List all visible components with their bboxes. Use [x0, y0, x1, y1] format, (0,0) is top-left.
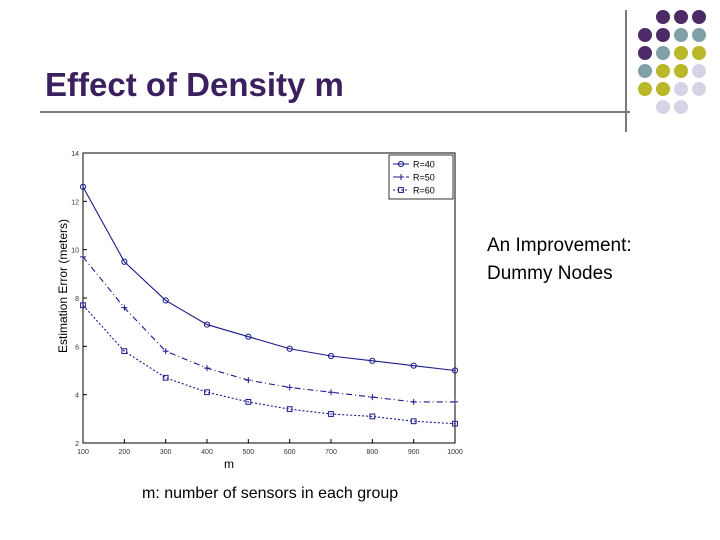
data-point-s1 [286, 345, 293, 352]
decorative-dot [674, 28, 688, 42]
data-point-s3 [204, 389, 210, 396]
data-point-s3 [286, 406, 293, 413]
data-point-legend2 [398, 174, 404, 180]
legend-label-3: R=60 [413, 186, 435, 196]
y-tick-label: 6 [75, 344, 79, 351]
y-tick-label: 8 [75, 296, 79, 303]
data-point-s1 [79, 183, 87, 190]
decorative-dot [656, 100, 670, 114]
legend-label-2: R=50 [413, 173, 435, 183]
x-tick-label: 300 [160, 449, 172, 456]
decorative-dot [656, 46, 670, 60]
x-tick-label: 700 [325, 449, 337, 456]
data-point-s1 [451, 367, 459, 374]
decorative-dot [674, 100, 688, 114]
x-tick-label: 800 [366, 449, 378, 456]
y-tick-label: 12 [71, 199, 79, 206]
data-point-s1 [203, 321, 211, 328]
x-tick-label: 900 [408, 449, 420, 456]
x-tick-label: 100 [77, 449, 89, 456]
data-point-s1 [410, 362, 417, 369]
vertical-divider [625, 10, 627, 132]
decorative-dot [692, 46, 706, 60]
data-point-s1 [121, 258, 128, 265]
x-axis-label: m [224, 457, 234, 471]
x-tick-label: 600 [284, 449, 296, 456]
y-tick-label: 10 [71, 248, 79, 255]
data-point-legend3 [398, 187, 404, 193]
x-tick-label: 200 [118, 449, 130, 456]
horizontal-divider [40, 111, 630, 113]
data-point-s3 [245, 399, 252, 405]
series-line-1 [82, 186, 456, 372]
data-point-s1 [369, 357, 376, 364]
data-point-s2 [452, 398, 458, 405]
data-point-s2 [328, 389, 334, 396]
decorative-dot [674, 46, 688, 60]
decorative-dot [638, 28, 652, 42]
data-point-s2 [162, 348, 169, 355]
decorative-dot [692, 82, 706, 96]
side-note-line-2: Dummy Nodes [487, 263, 613, 284]
y-tick-label: 4 [75, 393, 79, 400]
x-tick-label: 400 [201, 449, 213, 456]
series-line-2 [82, 256, 455, 403]
data-point-s3 [162, 374, 169, 381]
data-point-s2 [369, 394, 376, 401]
estimation-error-chart: 100 200 300 400 500 600 700 800 900 1000 2 4 6 8 10 12 1… [56, 151, 463, 471]
data-point-s2 [204, 365, 210, 372]
decorative-dot [656, 82, 670, 96]
data-point-s3 [410, 418, 417, 425]
side-note-line-1: An Improvement: [487, 235, 632, 256]
data-point-s1 [162, 297, 169, 304]
data-point-s2 [245, 377, 252, 384]
data-point-legend1 [397, 160, 405, 168]
decorative-dot [638, 64, 652, 78]
legend-label-1: R=40 [413, 160, 435, 170]
decorative-dot-grid [638, 10, 720, 120]
y-tick-label: 14 [71, 151, 79, 158]
data-point-s3 [328, 411, 334, 417]
data-point-s3 [452, 420, 458, 427]
data-point-s2 [410, 398, 417, 405]
slide-title: Effect of Density m [45, 66, 344, 103]
decorative-dot [692, 28, 706, 42]
chart-caption: m: number of sensors in each group [142, 485, 399, 502]
decorative-dot [674, 10, 688, 24]
y-axis-label: Estimation Error (meters) [56, 219, 70, 353]
decorative-dot [656, 10, 670, 24]
decorative-dot [638, 46, 652, 60]
y-tick-label: 2 [75, 441, 79, 448]
data-point-s2 [286, 384, 293, 391]
data-point-s1 [245, 333, 252, 340]
data-point-s3 [369, 413, 376, 420]
data-point-s2 [121, 304, 128, 311]
decorative-dot [692, 64, 706, 78]
decorative-dot [674, 82, 688, 96]
decorative-dot [656, 28, 670, 42]
data-point-s2 [80, 253, 86, 260]
x-tick-label: 500 [242, 449, 254, 456]
decorative-dot [656, 64, 670, 78]
decorative-dot [638, 82, 652, 96]
side-note: An Improvement: Dummy Nodes [487, 232, 632, 288]
data-point-s1 [327, 352, 335, 360]
x-tick-label: 1000 [447, 449, 463, 456]
data-point-s3 [80, 302, 86, 309]
decorative-dot [692, 10, 706, 24]
data-point-s3 [121, 348, 128, 355]
decorative-dot [674, 64, 688, 78]
